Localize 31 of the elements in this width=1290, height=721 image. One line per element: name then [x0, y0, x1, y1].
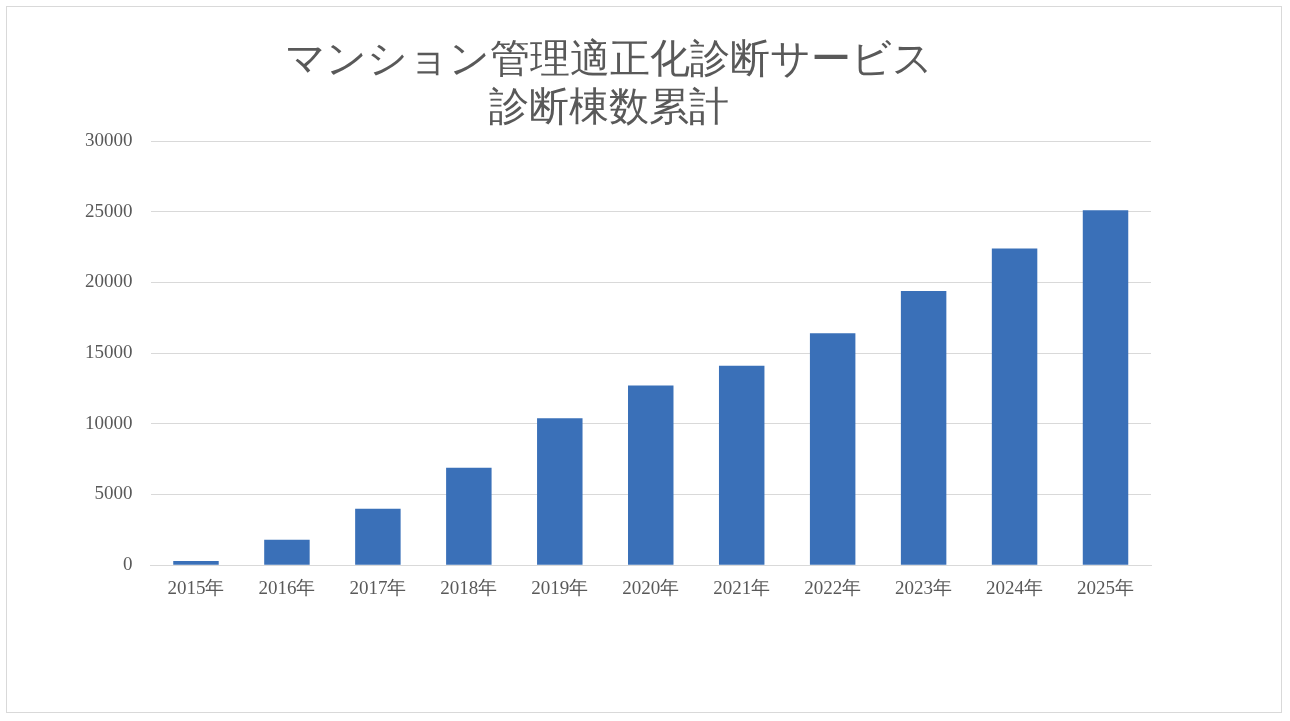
- bar: [718, 365, 765, 565]
- y-tick-label: 10000: [85, 411, 133, 433]
- bar: [264, 539, 310, 565]
- x-tick-label: 2019年: [531, 576, 589, 598]
- text: マンション管理適正化診断サービス: [285, 35, 933, 81]
- y-tick-label: 20000: [85, 270, 133, 292]
- y-tick-label: 25000: [85, 199, 133, 221]
- y-tick-label: 5000: [94, 482, 133, 504]
- bar: [173, 560, 219, 565]
- text: 診断棟数累計: [489, 83, 729, 129]
- bar: [355, 508, 401, 565]
- bar: [809, 333, 856, 565]
- bar: [900, 290, 947, 565]
- bar: [628, 385, 674, 565]
- x-tick-label: 2018年: [440, 576, 498, 598]
- bar: [991, 248, 1038, 565]
- x-tick-label: 2020年: [622, 576, 680, 598]
- x-tick-label: 2024年: [986, 576, 1044, 598]
- y-tick-label: 15000: [85, 341, 133, 363]
- y-tick-label: 0: [123, 553, 133, 575]
- x-tick-label: 2023年: [895, 576, 953, 598]
- y-tick-label: 30000: [85, 128, 133, 150]
- bar: [1082, 210, 1129, 565]
- x-tick-label: 2022年: [804, 576, 862, 598]
- x-tick-label: 2021年: [713, 576, 771, 598]
- x-tick-label: 2017年: [349, 576, 407, 598]
- bar: [537, 418, 583, 565]
- bar: [446, 467, 492, 565]
- x-tick-label: 2015年: [167, 576, 225, 598]
- x-tick-label: 2016年: [258, 576, 316, 598]
- x-tick-label: 2025年: [1077, 576, 1135, 598]
